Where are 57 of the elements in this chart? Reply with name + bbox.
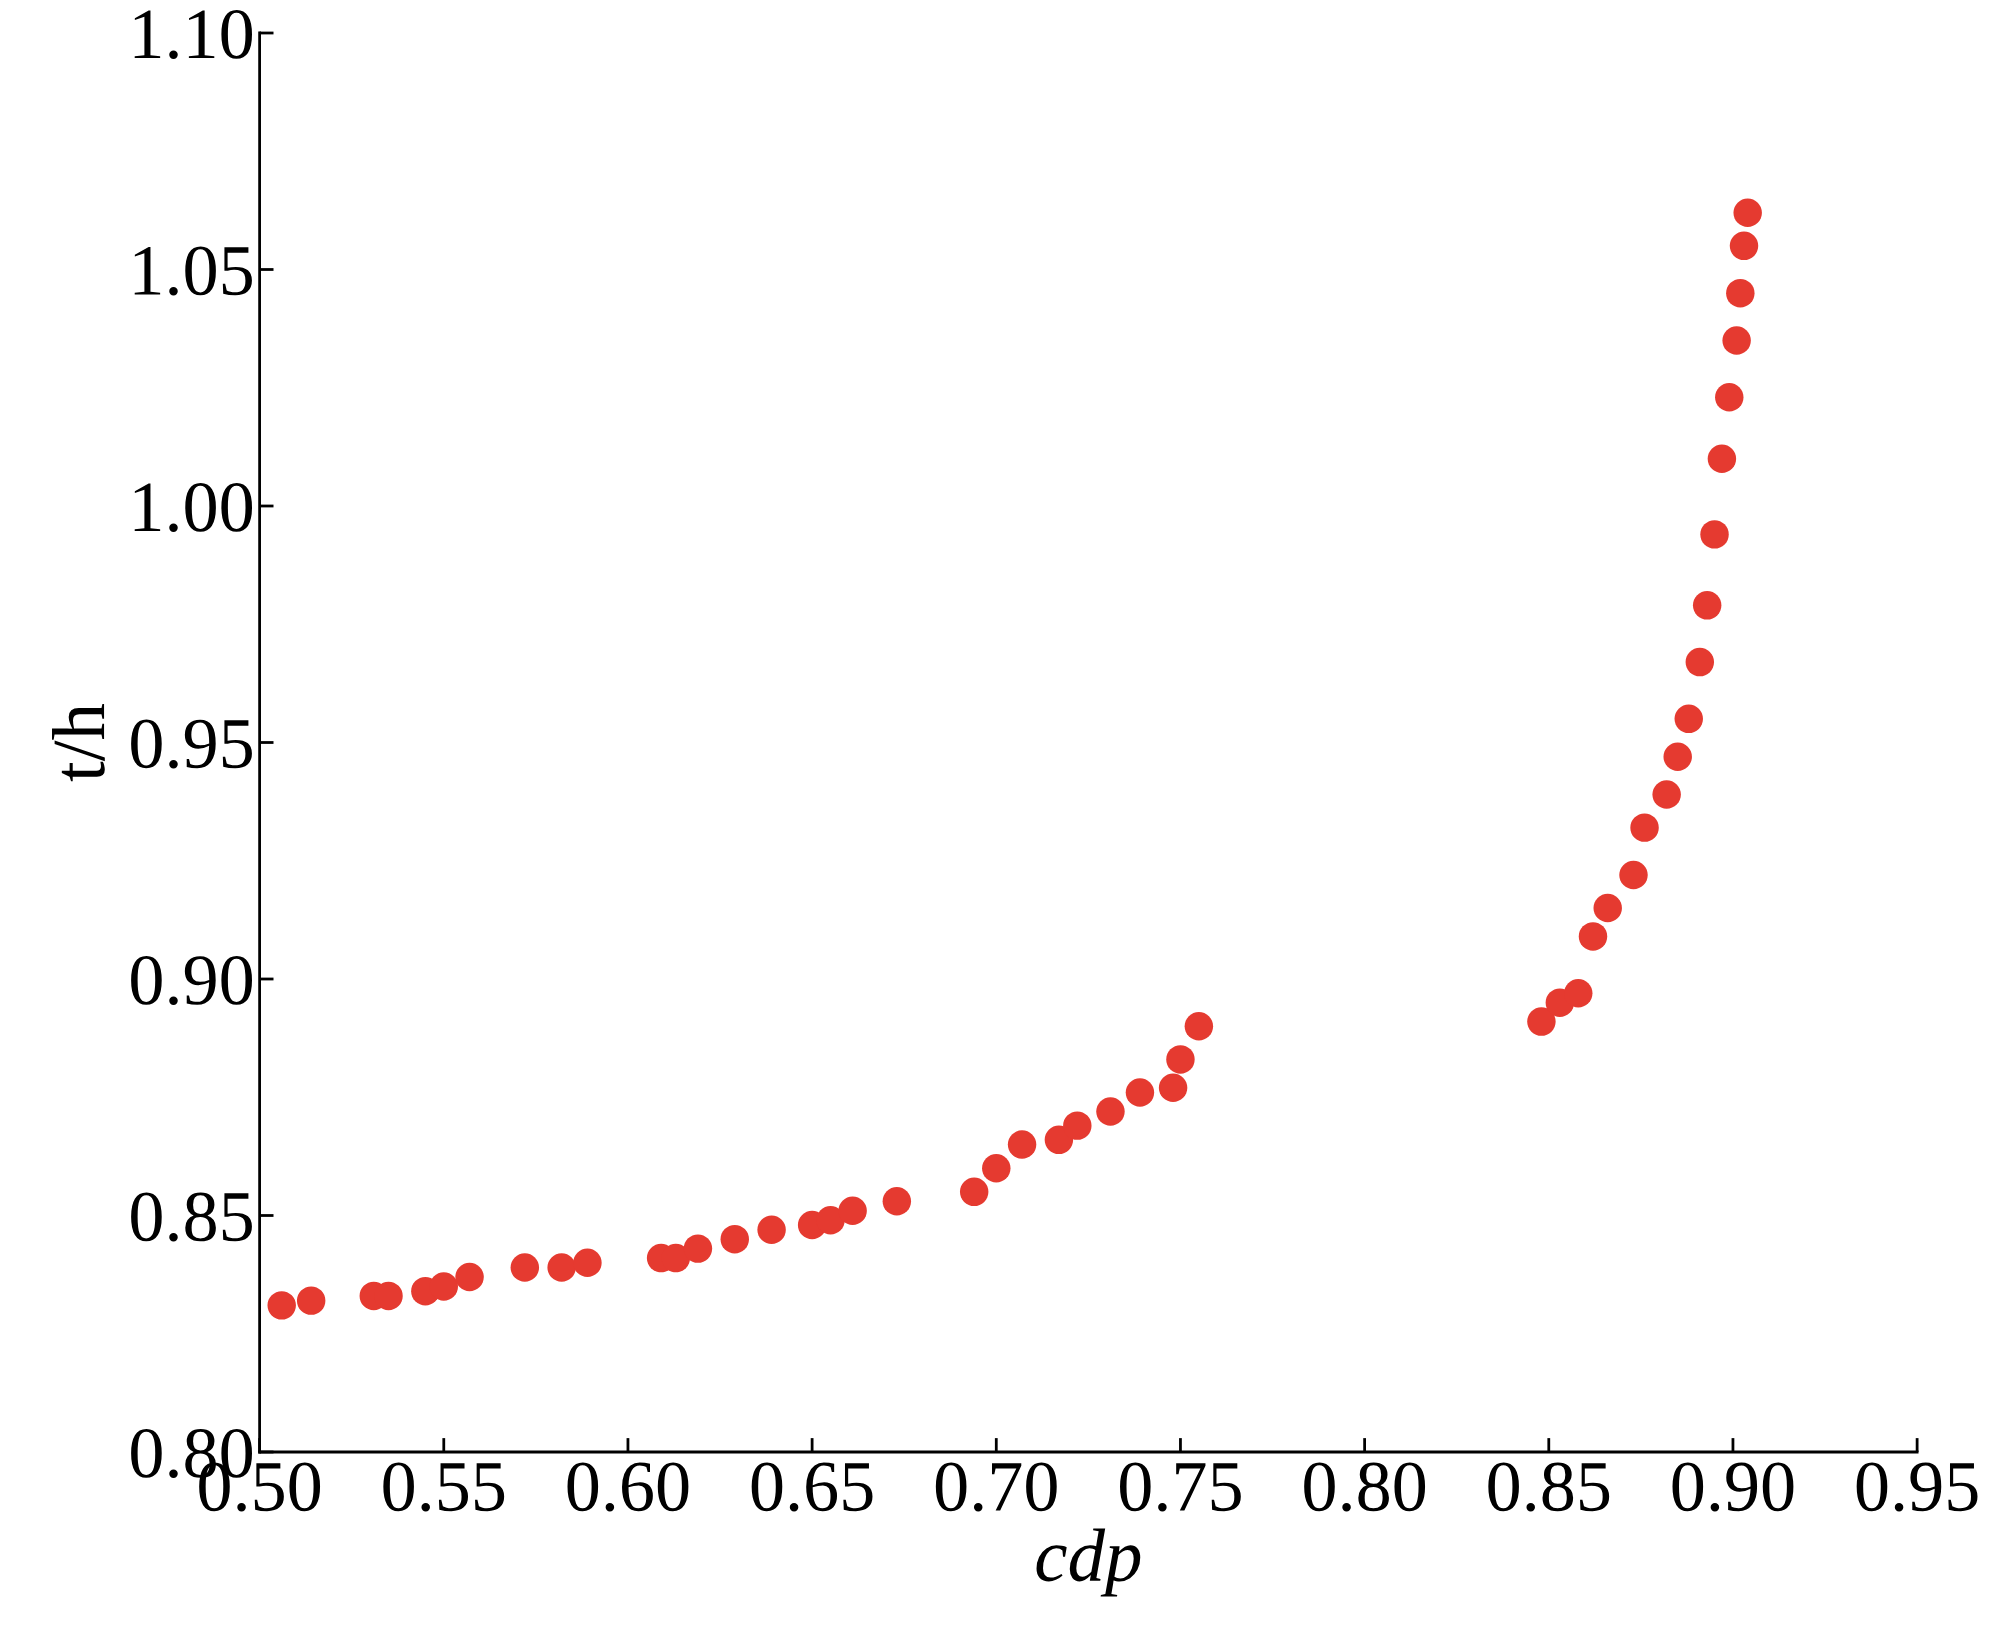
x-tick-label: 0.60 bbox=[567, 1462, 689, 1512]
point bbox=[683, 1234, 713, 1263]
x-tick-label: 0.90 bbox=[1672, 1462, 1794, 1512]
point bbox=[720, 1224, 749, 1254]
x-tick-label: 0.95 bbox=[1856, 1462, 1978, 1512]
x-tick-label: 0.55 bbox=[383, 1462, 505, 1512]
y-tick-label: 1.05 bbox=[134, 246, 252, 296]
point bbox=[959, 1177, 989, 1207]
point bbox=[429, 1272, 459, 1301]
point bbox=[1125, 1078, 1155, 1107]
y-tick-label: 0.90 bbox=[131, 956, 252, 1006]
x-tick-label: 0.75 bbox=[1120, 1462, 1241, 1512]
y-tick-label: 0.85 bbox=[131, 1192, 252, 1242]
point bbox=[1564, 978, 1593, 1008]
point bbox=[1726, 278, 1755, 308]
point bbox=[1663, 742, 1692, 771]
x-tick-label: 0.65 bbox=[751, 1462, 873, 1512]
y-tick-label: 1.00 bbox=[134, 483, 252, 533]
point bbox=[1527, 1007, 1556, 1036]
point bbox=[1166, 1045, 1195, 1074]
point bbox=[838, 1196, 867, 1225]
point bbox=[1674, 704, 1703, 734]
point bbox=[1096, 1097, 1125, 1126]
point bbox=[1729, 231, 1759, 261]
point bbox=[1063, 1111, 1092, 1140]
point bbox=[296, 1286, 326, 1315]
x-tick-label: 0.80 bbox=[1304, 1462, 1426, 1512]
point bbox=[1630, 813, 1659, 842]
point bbox=[1578, 922, 1608, 951]
point bbox=[1715, 382, 1744, 412]
x-tick-label: 0.85 bbox=[1488, 1462, 1610, 1512]
point bbox=[882, 1187, 912, 1216]
point bbox=[1733, 198, 1762, 227]
point bbox=[267, 1291, 296, 1320]
point bbox=[547, 1253, 576, 1282]
point bbox=[1692, 591, 1722, 620]
point bbox=[1685, 647, 1715, 677]
point bbox=[510, 1253, 540, 1282]
x-axis-title: cdp bbox=[1036, 1528, 1141, 1597]
point bbox=[1700, 520, 1729, 549]
point bbox=[1007, 1130, 1037, 1159]
point bbox=[1619, 860, 1648, 890]
point bbox=[1593, 893, 1622, 923]
point bbox=[1184, 1012, 1214, 1041]
y-axis-title: t/h bbox=[52, 703, 105, 782]
point bbox=[982, 1153, 1011, 1183]
point bbox=[757, 1215, 786, 1244]
y-tick-label: 1.10 bbox=[134, 10, 252, 60]
point bbox=[455, 1262, 484, 1292]
point bbox=[573, 1248, 602, 1278]
point bbox=[816, 1206, 845, 1235]
point bbox=[1158, 1073, 1188, 1103]
point bbox=[1722, 326, 1751, 355]
y-tick-label: 0.95 bbox=[131, 719, 252, 769]
x-tick-label: 0.70 bbox=[935, 1462, 1057, 1512]
point bbox=[1707, 444, 1737, 473]
point bbox=[1652, 780, 1681, 809]
